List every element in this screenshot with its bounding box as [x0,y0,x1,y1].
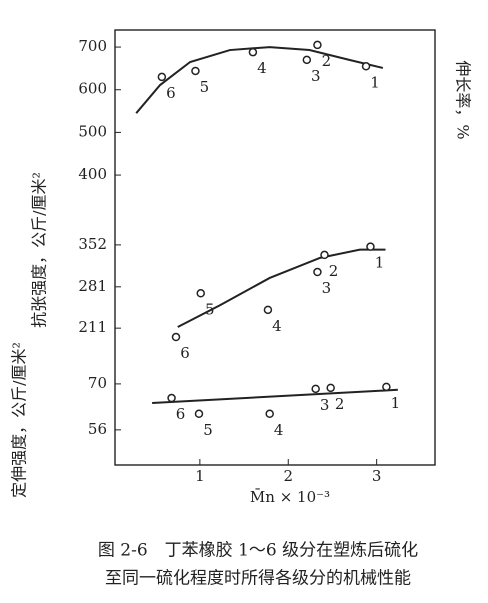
y-axis-label: 抗张强度，公斤/厘米² [30,172,49,328]
y-tick-label: 400 [78,165,107,183]
point-label: 5 [203,421,213,439]
y-tick-label: 600 [78,80,107,98]
data-point [320,250,329,260]
point-label: 1 [370,73,380,91]
caption-line: 至同一硫化程度时所得各级分的机械性能 [105,569,411,589]
point-label: 3 [311,67,321,85]
point-label: 1 [391,394,401,412]
point-label: 5 [200,78,210,96]
data-point [326,383,335,393]
data-point [194,409,204,419]
point-label: 6 [176,405,186,423]
data-point [167,393,176,403]
data-point [265,409,274,419]
x-tick-label: 3 [372,467,382,485]
trend-curve [177,248,386,328]
caption-line: 图 2-6 丁苯橡胶 1～6 级分在塑炼后硫化 [98,541,418,561]
data-point [313,40,322,50]
point-label: 2 [335,395,345,413]
data-point [302,55,312,65]
data-point [196,289,205,298]
y-tick-label: 700 [78,37,107,55]
y-tick-label: 56 [88,420,107,438]
y-axis-label: 伸长率，% [454,60,473,139]
y-tick-label: 281 [78,277,107,295]
y-tick-label: 70 [88,374,107,392]
point-label: 3 [322,279,332,297]
trend-curve [135,46,384,114]
data-point [313,267,322,277]
trend-curve [152,388,398,404]
x-axis-label: M̄n × 10⁻³ [250,488,330,506]
point-label: 2 [322,52,332,70]
data-point [361,62,371,71]
point-label: 3 [320,396,330,414]
point-label: 6 [180,344,190,362]
data-point [263,305,273,315]
point-label: 5 [205,300,215,318]
point-label: 4 [257,59,267,77]
point-label: 2 [329,262,339,280]
plot-frame [114,29,436,466]
data-point [171,332,181,342]
point-label: 4 [272,317,282,335]
y-axis-label: 定伸强度，公斤/厘米² [10,342,29,498]
y-tick-label: 352 [78,235,107,253]
data-point [248,47,258,57]
data-point [157,72,167,82]
point-label: 6 [166,84,176,102]
data-point [382,382,391,392]
y-tick-label: 500 [78,122,107,140]
data-point [191,66,200,76]
point-label: 1 [375,254,385,272]
x-tick-label: 2 [283,467,293,485]
data-point [311,384,320,394]
point-label: 4 [274,421,284,439]
x-tick-label: 1 [195,467,205,485]
y-tick-label: 211 [78,318,107,336]
data-point [366,242,375,251]
